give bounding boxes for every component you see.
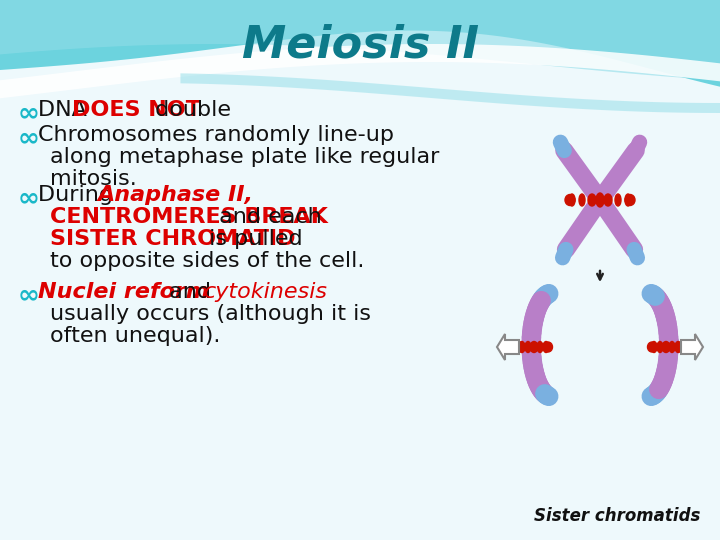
Text: and each: and each — [212, 207, 321, 227]
Ellipse shape — [669, 341, 675, 353]
Text: is pulled: is pulled — [202, 229, 302, 249]
Text: often unequal).: often unequal). — [50, 326, 220, 346]
Text: ∞: ∞ — [18, 125, 40, 151]
Text: DNA: DNA — [38, 100, 94, 120]
Ellipse shape — [530, 341, 538, 353]
Text: Sister chromatids: Sister chromatids — [534, 507, 700, 525]
Ellipse shape — [675, 341, 681, 353]
Text: double: double — [148, 100, 231, 120]
Ellipse shape — [569, 194, 575, 206]
Polygon shape — [0, 44, 720, 98]
Ellipse shape — [625, 194, 635, 206]
Polygon shape — [0, 0, 720, 80]
Text: cytokinesis: cytokinesis — [204, 282, 328, 302]
Ellipse shape — [647, 342, 657, 352]
Text: SISTER CHROMATID: SISTER CHROMATID — [50, 229, 295, 249]
Text: ∞: ∞ — [18, 100, 40, 126]
Ellipse shape — [525, 341, 531, 353]
Text: DOES NOT: DOES NOT — [72, 100, 201, 120]
Ellipse shape — [565, 194, 575, 206]
Ellipse shape — [588, 194, 596, 206]
Ellipse shape — [579, 194, 585, 206]
Text: Anaphase II,: Anaphase II, — [97, 185, 253, 205]
Polygon shape — [181, 73, 720, 113]
Text: During: During — [38, 185, 120, 205]
Ellipse shape — [651, 341, 657, 353]
Ellipse shape — [543, 341, 549, 353]
Text: Chromosomes randomly line-up: Chromosomes randomly line-up — [38, 125, 394, 145]
Ellipse shape — [519, 341, 525, 353]
Ellipse shape — [615, 194, 621, 206]
Ellipse shape — [604, 194, 612, 206]
Text: Nuclei reform: Nuclei reform — [38, 282, 209, 302]
Text: Meiosis II: Meiosis II — [241, 24, 479, 66]
Polygon shape — [497, 334, 519, 360]
Ellipse shape — [662, 341, 670, 353]
Text: ∞: ∞ — [18, 282, 40, 308]
Text: ∞: ∞ — [18, 185, 40, 211]
Text: to opposite sides of the cell.: to opposite sides of the cell. — [50, 251, 364, 271]
Text: usually occurs (although it is: usually occurs (although it is — [50, 304, 371, 324]
Polygon shape — [681, 334, 703, 360]
Text: CENTROMERES BREAK: CENTROMERES BREAK — [50, 207, 328, 227]
Polygon shape — [0, 0, 720, 87]
Ellipse shape — [675, 342, 685, 352]
Ellipse shape — [657, 341, 663, 353]
Text: and: and — [161, 282, 217, 302]
Text: along metaphase plate like regular: along metaphase plate like regular — [50, 147, 439, 167]
Ellipse shape — [596, 193, 604, 207]
Ellipse shape — [516, 342, 524, 352]
Ellipse shape — [537, 341, 543, 353]
Ellipse shape — [544, 342, 552, 352]
Text: mitosis.: mitosis. — [50, 169, 137, 189]
Ellipse shape — [625, 194, 631, 206]
